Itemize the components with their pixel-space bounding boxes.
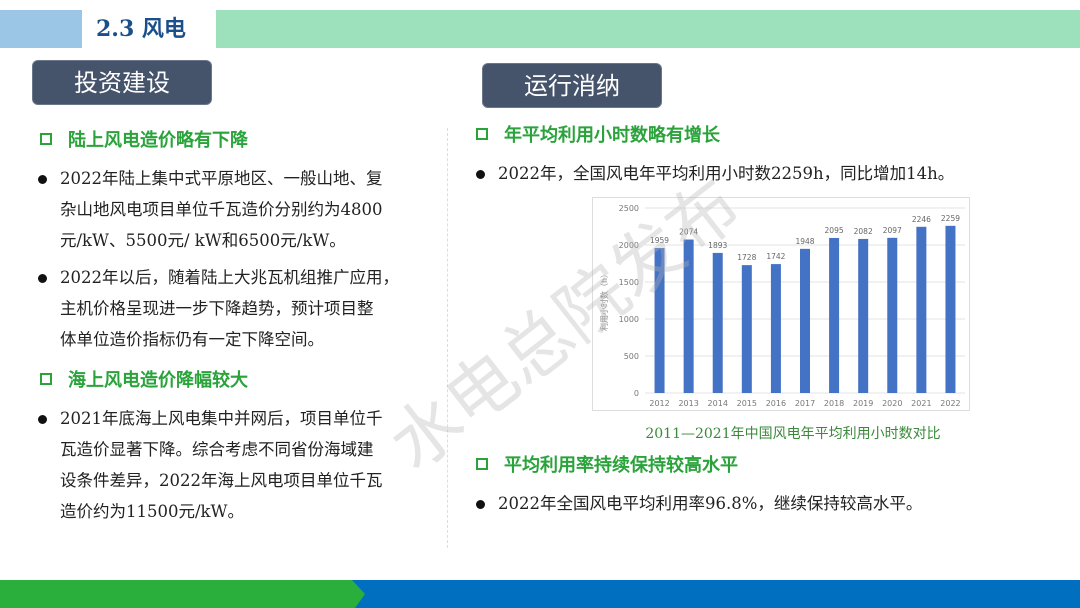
bullet-onshore-trend: 2022年以后，随着陆上大兆瓦机组推广应用， 主机价格呈现进一步下降趋势，预计项目… <box>38 262 399 355</box>
bullet-icon <box>38 415 47 424</box>
heading-onshore: 陆上风电造价略有下降 <box>40 126 248 152</box>
footer-accent <box>0 580 365 608</box>
bullet-icon <box>476 170 485 179</box>
bullet-onshore-cost: 2022年陆上集中式平原地区、一般山地、复 杂山地风电项目单位千瓦造价分别约为48… <box>38 163 383 256</box>
heading-text: 陆上风电造价略有下降 <box>68 130 248 151</box>
line: 2021年底海上风电集中并网后，项目单位千 <box>60 409 383 428</box>
bar-2015 <box>741 265 752 393</box>
utilization-hours-chart: 0 500 1000 1500 2000 2500 利用小时数（h） 1959 2012 2074… <box>592 197 970 411</box>
bullet-icon <box>38 175 47 184</box>
y-tick-label: 0 <box>634 389 639 398</box>
square-bullet-icon <box>40 373 52 385</box>
data-label: 2074 <box>679 228 698 237</box>
data-label: 1959 <box>650 236 669 245</box>
x-tick-label: 2021 <box>911 399 931 408</box>
x-tick-label: 2022 <box>940 399 960 408</box>
bullet-icon <box>38 274 47 283</box>
data-label: 1728 <box>737 253 756 262</box>
y-tick-label: 2500 <box>619 204 639 213</box>
heading-text: 海上风电造价降幅较大 <box>68 370 248 391</box>
line: 设条件差异，2022年海上风电项目单位千瓦 <box>60 471 383 490</box>
section-label-investment: 投资建设 <box>32 60 212 105</box>
bar-2012 <box>654 248 665 393</box>
heading-utilization: 平均利用率持续保持较高水平 <box>476 451 738 477</box>
bar-2022 <box>945 225 956 393</box>
line: 2022年，全国风电年平均利用小时数2259h，同比增加14h。 <box>498 164 955 183</box>
square-bullet-icon <box>476 458 488 470</box>
heading-offshore: 海上风电造价降幅较大 <box>40 366 248 392</box>
section-label-operation: 运行消纳 <box>482 63 662 108</box>
y-tick-label: 500 <box>624 352 639 361</box>
data-label: 2259 <box>941 214 960 223</box>
bar-2021 <box>916 226 927 393</box>
data-label: 1948 <box>795 237 814 246</box>
square-bullet-icon <box>40 133 52 145</box>
bar-2019 <box>858 238 869 393</box>
bullet-utilization: 2022年全国风电平均利用率96.8%，继续保持较高水平。 <box>476 488 923 519</box>
x-tick-label: 2018 <box>824 399 844 408</box>
bar-2020 <box>887 237 898 393</box>
x-tick-label: 2016 <box>766 399 786 408</box>
heading-hours: 年平均利用小时数略有增长 <box>476 121 720 147</box>
x-tick-label: 2015 <box>737 399 757 408</box>
x-tick-label: 2013 <box>678 399 698 408</box>
chart-caption: 2011—2021年中国风电年平均利用小时数对比 <box>645 426 941 442</box>
data-label: 2246 <box>912 215 931 224</box>
data-label: 1742 <box>766 252 785 261</box>
header-bar <box>216 10 1080 48</box>
chart-svg: 0 500 1000 1500 2000 2500 利用小时数（h） 1959 2012 2074… <box>599 204 965 408</box>
line: 瓦造价显著下降。综合考虑不同省份海域建 <box>60 440 374 459</box>
header-accent-block <box>0 10 82 48</box>
x-tick-label: 2017 <box>795 399 815 408</box>
data-label: 2095 <box>825 226 844 235</box>
y-axis-label: 利用小时数（h） <box>599 270 609 331</box>
y-tick-label: 2000 <box>619 241 639 250</box>
bar-2016 <box>770 264 781 393</box>
line: 体单位造价指标仍有一定下降空间。 <box>60 330 324 349</box>
bar-2017 <box>800 248 810 393</box>
bar-2018 <box>829 237 840 393</box>
heading-text: 平均利用率持续保持较高水平 <box>504 455 738 476</box>
x-tick-label: 2020 <box>882 399 902 408</box>
line: 2022年全国风电平均利用率96.8%，继续保持较高水平。 <box>498 494 923 513</box>
line: 主机价格呈现进一步下降趋势，预计项目整 <box>60 299 374 318</box>
line: 造价约为11500元/kW。 <box>60 502 245 521</box>
bar-2013 <box>683 239 694 393</box>
heading-text: 年平均利用小时数略有增长 <box>504 125 720 146</box>
x-tick-label: 2012 <box>649 399 669 408</box>
page-title: 2.3 风电 <box>96 16 186 42</box>
bullet-offshore-cost: 2021年底海上风电集中并网后，项目单位千 瓦造价显著下降。综合考虑不同省份海域建… <box>38 403 383 527</box>
bullet-icon <box>476 500 485 509</box>
line: 元/kW、5500元/ kW和6500元/kW。 <box>60 231 346 250</box>
data-label: 1893 <box>708 241 727 250</box>
square-bullet-icon <box>476 128 488 140</box>
bar-2014 <box>712 252 723 393</box>
line: 2022年陆上集中式平原地区、一般山地、复 <box>60 169 383 188</box>
data-label: 2082 <box>854 227 873 236</box>
line: 2022年以后，随着陆上大兆瓦机组推广应用， <box>60 268 399 287</box>
x-tick-label: 2014 <box>708 399 728 408</box>
line: 杂山地风电项目单位千瓦造价分别约为4800 <box>60 200 383 219</box>
y-tick-label: 1000 <box>619 315 639 324</box>
column-divider <box>447 128 448 548</box>
bullet-hours: 2022年，全国风电年平均利用小时数2259h，同比增加14h。 <box>476 158 955 189</box>
y-tick-label: 1500 <box>619 278 639 287</box>
x-tick-label: 2019 <box>853 399 873 408</box>
data-label: 2097 <box>883 226 902 235</box>
